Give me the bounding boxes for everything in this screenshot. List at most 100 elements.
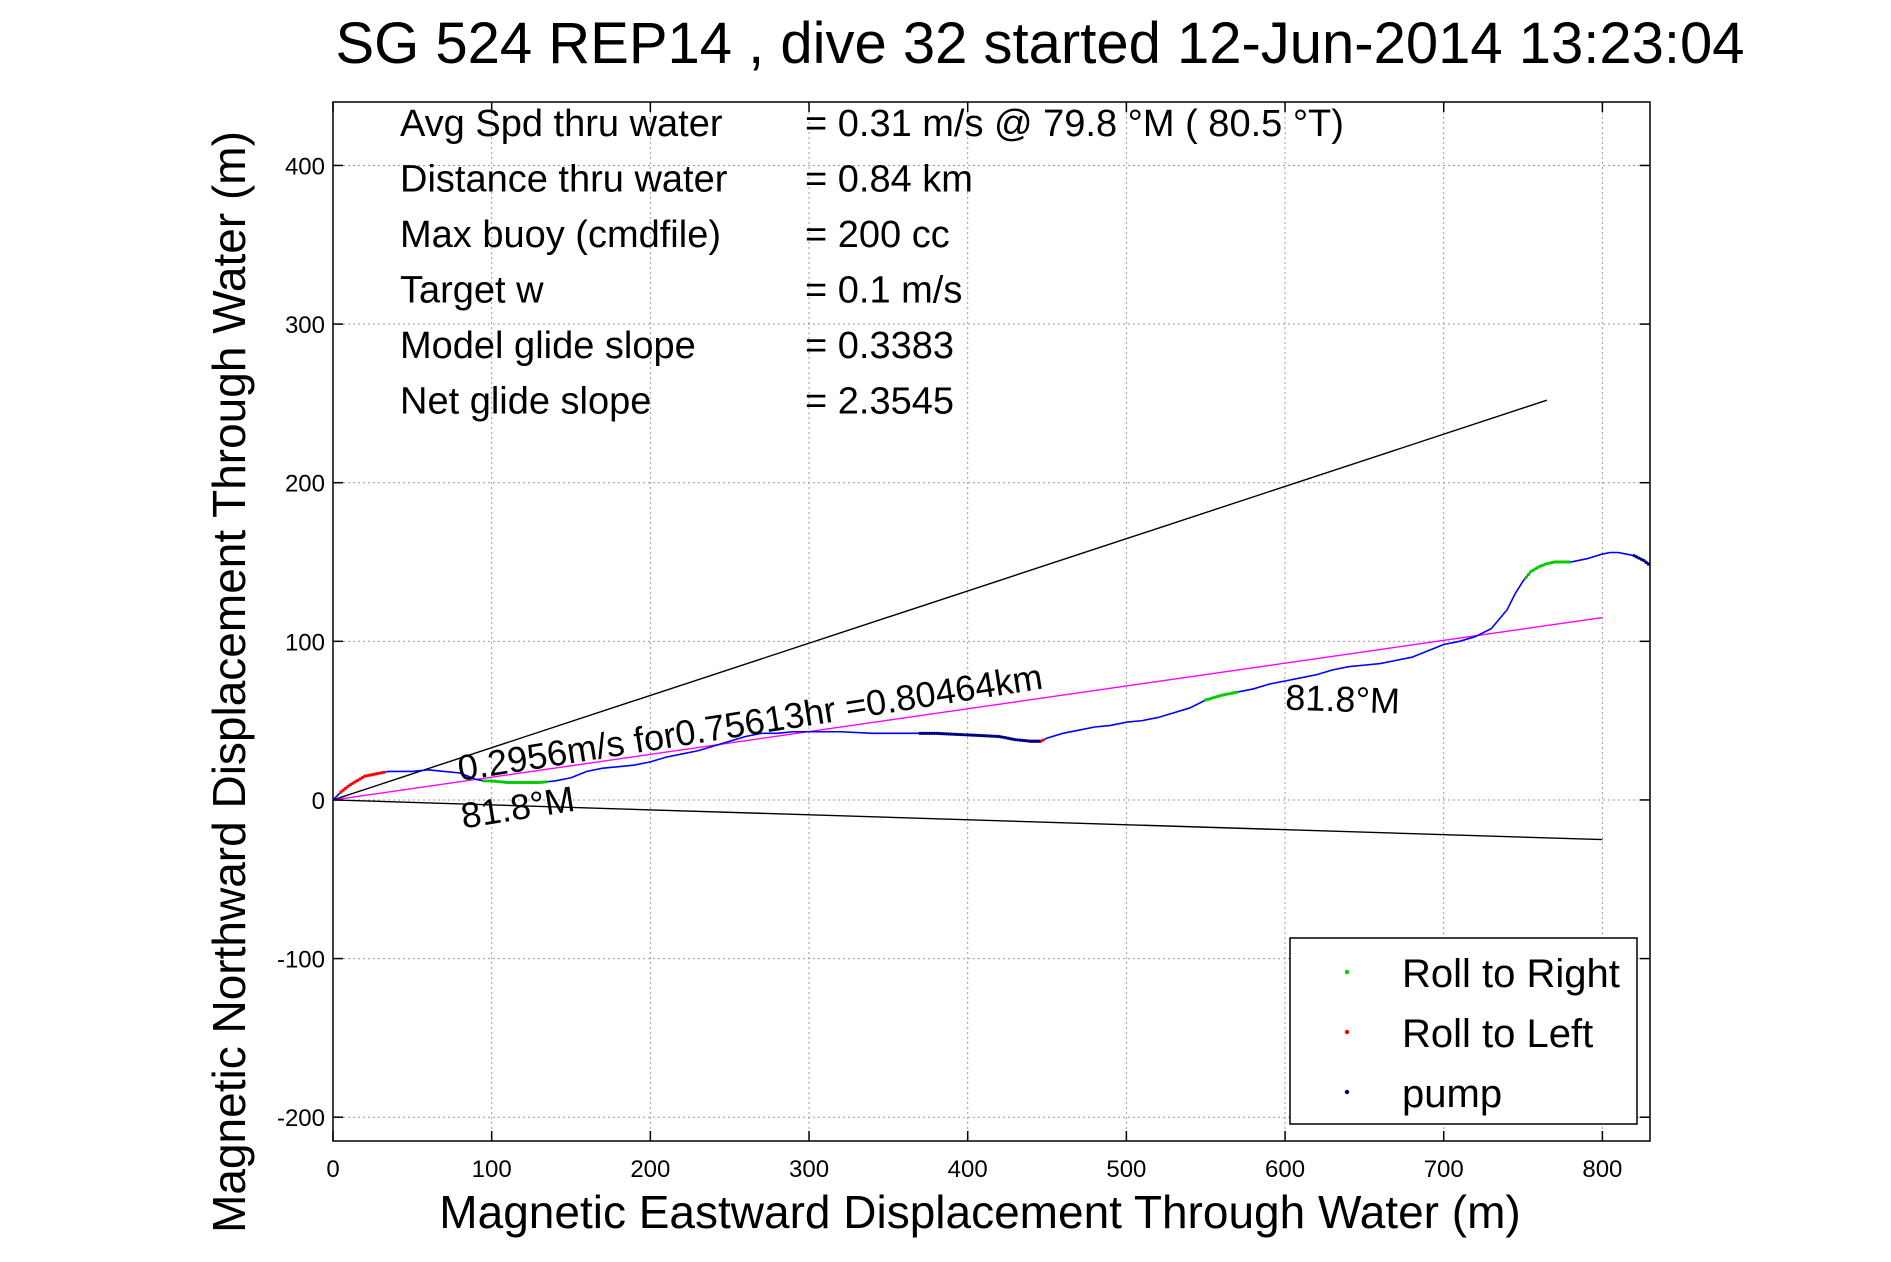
stat-value: = 2.3545 bbox=[805, 381, 954, 423]
marker-roll-to-right bbox=[1560, 560, 1564, 564]
stat-value: = 0.84 km bbox=[805, 159, 973, 201]
marker-pump bbox=[1025, 739, 1029, 743]
marker-roll-to-right bbox=[1225, 692, 1229, 696]
marker-pump bbox=[958, 732, 963, 737]
marker-pump bbox=[944, 732, 948, 736]
x-tick-label: 300 bbox=[789, 1156, 829, 1183]
marker-roll-to-right bbox=[520, 780, 524, 785]
marker-roll-to-right bbox=[1230, 691, 1234, 695]
marker-pump bbox=[994, 734, 998, 738]
stat-label: Distance thru water bbox=[400, 159, 728, 201]
marker-pump bbox=[1020, 738, 1025, 742]
marker-pump bbox=[1023, 739, 1027, 743]
marker-pump bbox=[942, 732, 946, 736]
marker-pump bbox=[973, 733, 977, 737]
y-tick-label: 200 bbox=[285, 471, 325, 498]
marker-roll-to-right bbox=[482, 779, 486, 783]
marker-roll-to-right bbox=[1524, 575, 1528, 579]
marker-roll-to-right bbox=[496, 779, 500, 784]
y-tick-label: 400 bbox=[285, 153, 325, 180]
marker-roll-to-right bbox=[1548, 561, 1552, 565]
marker-pump bbox=[949, 732, 953, 736]
marker-roll-to-right bbox=[517, 780, 522, 785]
marker-roll-to-right bbox=[1555, 560, 1559, 564]
x-tick-label: 600 bbox=[1265, 1156, 1305, 1183]
marker-roll-to-right bbox=[491, 779, 495, 783]
marker-pump bbox=[1637, 556, 1641, 560]
marker-roll-to-right bbox=[1220, 693, 1224, 697]
marker-roll-to-right bbox=[1529, 569, 1533, 574]
marker-roll-to-left bbox=[353, 780, 357, 784]
stat-label: Net glide slope bbox=[400, 381, 651, 423]
marker-roll-to-right bbox=[524, 780, 529, 785]
roll-markers bbox=[339, 554, 1651, 794]
x-tick-label: 0 bbox=[326, 1156, 339, 1183]
marker-pump bbox=[954, 732, 958, 736]
marker-roll-to-right bbox=[515, 780, 519, 785]
x-axis-ticks: 0 100 200 300 400 500 600 700 800 bbox=[326, 102, 1622, 1183]
marker-pump bbox=[1634, 555, 1639, 559]
marker-roll-to-left bbox=[348, 783, 353, 787]
marker-pump bbox=[963, 733, 967, 737]
stat-value: = 0.1 m/s bbox=[805, 270, 962, 312]
marker-pump bbox=[968, 733, 972, 737]
x-tick-label: 800 bbox=[1582, 1156, 1622, 1183]
marker-pump bbox=[1016, 738, 1020, 742]
marker-roll-to-right bbox=[536, 780, 541, 785]
marker-pump bbox=[918, 731, 922, 735]
marker-pump bbox=[1632, 554, 1636, 558]
marker-pump bbox=[999, 735, 1003, 739]
marker-roll-to-left bbox=[382, 770, 386, 774]
y-axis-label: Magnetic Northward Displacement Through … bbox=[203, 131, 255, 1233]
marker-pump bbox=[977, 733, 982, 738]
marker-pump bbox=[956, 732, 960, 737]
marker-roll-to-left bbox=[372, 772, 376, 776]
marker-pump bbox=[997, 734, 1001, 739]
chart-title: SG 524 REP14 , dive 32 started 12-Jun-20… bbox=[335, 11, 1744, 76]
marker-roll-to-right bbox=[532, 780, 536, 785]
x-tick-label: 200 bbox=[630, 1156, 670, 1183]
marker-pump bbox=[982, 734, 986, 738]
stat-label: Avg Spd thru water bbox=[400, 103, 723, 145]
marker-roll-to-left bbox=[370, 773, 374, 777]
marker-roll-to-left bbox=[1041, 738, 1045, 742]
stat-value: = 200 cc bbox=[805, 214, 950, 256]
stat-value: = 0.31 m/s @ 79.8 °M ( 80.5 °T) bbox=[805, 103, 1344, 145]
marker-roll-to-right bbox=[1227, 692, 1232, 696]
legend-label: Roll to Left bbox=[1402, 1012, 1593, 1056]
annotation-text: 81.8°M bbox=[1285, 677, 1401, 722]
marker-roll-to-right bbox=[1534, 567, 1538, 571]
legend: Roll to Right Roll to Left pump bbox=[1289, 937, 1638, 1125]
marker-pump bbox=[1001, 735, 1006, 739]
marker-pump bbox=[1027, 739, 1032, 743]
x-tick-label: 700 bbox=[1424, 1156, 1464, 1183]
marker-roll-to-right bbox=[544, 780, 548, 784]
marker-pump bbox=[920, 731, 925, 735]
marker-pump bbox=[930, 731, 934, 735]
marker-roll-to-left bbox=[363, 774, 367, 778]
marker-pump bbox=[923, 731, 927, 735]
marker-pump bbox=[975, 733, 979, 737]
marker-roll-to-right bbox=[539, 780, 543, 784]
marker-pump bbox=[992, 734, 996, 738]
marker-roll-to-right bbox=[494, 779, 498, 783]
legend-marker bbox=[1344, 969, 1350, 975]
marker-pump bbox=[928, 731, 932, 735]
marker-roll-to-right bbox=[508, 780, 512, 785]
marker-roll-to-right bbox=[1536, 565, 1540, 569]
marker-roll-to-left bbox=[339, 790, 343, 794]
marker-roll-to-right bbox=[510, 780, 514, 785]
y-tick-label: -200 bbox=[277, 1105, 325, 1132]
marker-pump bbox=[1035, 739, 1039, 743]
y-tick-label: -100 bbox=[277, 947, 325, 974]
y-tick-label: 300 bbox=[285, 312, 325, 339]
marker-roll-to-right bbox=[541, 780, 545, 784]
marker-pump bbox=[1011, 737, 1015, 741]
marker-roll-to-right bbox=[486, 779, 491, 783]
reference-line-mean bbox=[332, 616, 1603, 801]
marker-pump bbox=[1030, 739, 1034, 743]
marker-pump bbox=[985, 734, 989, 738]
y-tick-label: 0 bbox=[312, 788, 325, 815]
x-axis-label: Magnetic Eastward Displacement Through W… bbox=[439, 1186, 1520, 1238]
